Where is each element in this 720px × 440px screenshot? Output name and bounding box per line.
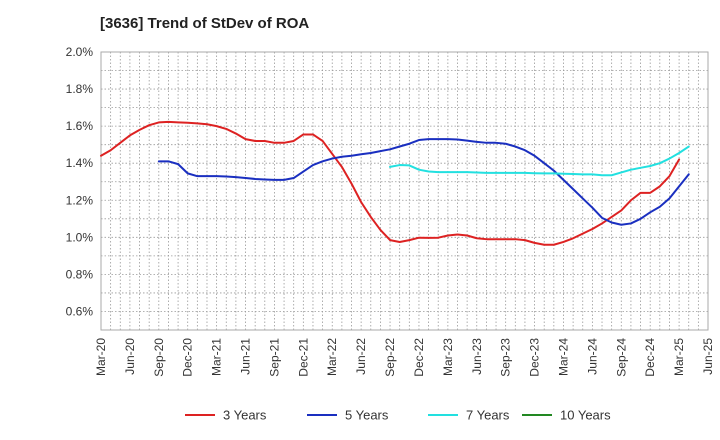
x-tick-label: Mar-24 [556,338,570,376]
y-tick-label: 0.6% [66,304,94,318]
legend-label: 7 Years [466,408,510,423]
legend-label: 3 Years [223,408,267,423]
series-line-2 [157,138,690,226]
x-tick-label: Dec-20 [181,338,195,377]
x-tick-label: Mar-23 [441,338,455,376]
x-tick-label: Jun-25 [701,338,715,375]
x-tick-label: Jun-20 [123,338,137,375]
x-tick-label: Sep-22 [383,338,397,377]
legend: 3 Years 5 Years 7 Years 10 Years [185,408,611,423]
x-tick-label: Sep-21 [267,338,281,377]
y-tick-label: 1.6% [66,119,94,133]
x-tick-label: Jun-21 [239,338,253,375]
plot-area [100,51,709,331]
y-tick-label: 0.8% [66,267,94,281]
chart-title: [3636] Trend of StDev of ROA [100,15,309,32]
y-tick-label: 1.2% [66,193,94,207]
x-tick-label: Mar-22 [325,338,339,376]
legend-label: 10 Years [560,408,611,423]
y-tick-label: 2.0% [66,45,94,59]
x-tick-label: Dec-22 [412,338,426,377]
x-tick-label: Jun-22 [354,338,368,375]
x-tick-label: Jun-24 [585,338,599,375]
x-tick-label: Mar-21 [210,338,224,376]
x-tick-label: Dec-21 [296,338,310,377]
x-tick-label: Dec-23 [528,338,542,377]
y-axis: 2.0% 1.8% 1.6% 1.4% 1.2% 1.0% 0.8% 0.6% [66,45,94,318]
series-line-3 [389,145,690,177]
x-tick-label: Sep-24 [614,338,628,377]
series-lines [100,120,690,246]
legend-label: 5 Years [345,408,389,423]
y-tick-label: 1.0% [66,230,94,244]
x-tick-label: Dec-24 [643,338,657,377]
x-tick-label: Mar-25 [672,338,686,376]
x-tick-label: Sep-20 [152,338,166,377]
y-tick-label: 1.4% [66,156,94,170]
y-tick-label: 1.8% [66,82,94,96]
x-tick-label: Jun-23 [470,338,484,375]
grid [101,52,708,330]
x-tick-label: Mar-20 [94,338,108,376]
series-line-1 [100,120,681,246]
x-tick-label: Sep-23 [499,338,513,377]
x-axis: Mar-20 Jun-20 Sep-20 Dec-20 Mar-21 Jun-21 Sep-… [94,338,715,377]
